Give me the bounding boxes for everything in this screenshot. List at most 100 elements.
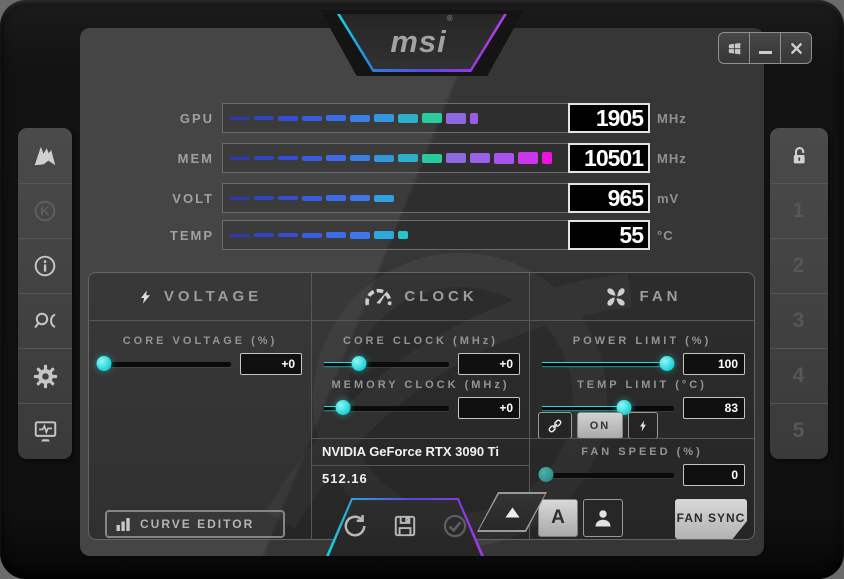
dash-segment	[422, 113, 442, 123]
hardware-monitor-icon	[34, 421, 56, 442]
curve-editor-button[interactable]: CURVE EDITOR	[105, 510, 285, 538]
minimize-button[interactable]	[749, 33, 780, 63]
save-button[interactable]	[392, 513, 418, 539]
dash-segment	[254, 156, 274, 160]
dash-segment	[350, 155, 370, 161]
dash-segment	[350, 195, 370, 201]
profile-slot-2[interactable]: 2	[770, 238, 828, 293]
sidebar-item-kombustor[interactable]: K	[18, 183, 72, 238]
sidebar-item-information[interactable]	[18, 238, 72, 293]
gpu-clock-unit: MHz	[657, 110, 687, 126]
dash-segment	[278, 156, 298, 160]
profile-lock-button[interactable]	[770, 128, 828, 183]
slider-thumb[interactable]	[659, 356, 675, 371]
slider-track	[101, 362, 231, 367]
profile-slot-3[interactable]: 3	[770, 293, 828, 348]
left-sidebar: K	[18, 128, 72, 459]
dash-segment	[254, 116, 274, 120]
memory-clock-label: MEMORY CLOCK (MHz)	[331, 379, 510, 391]
link-on-toggle[interactable]: ON	[577, 412, 623, 439]
link-limits-button[interactable]	[538, 412, 572, 439]
msi-logo-plate: msi®	[340, 14, 504, 69]
slider-fill	[324, 406, 343, 411]
fan-speed-value[interactable]: 0	[683, 464, 745, 486]
footer-action-plate	[329, 500, 481, 556]
clock-section-header: CLOCK	[312, 273, 529, 321]
fan-section-header: FAN	[530, 273, 754, 321]
slider-thumb[interactable]	[351, 356, 367, 371]
power-limit-label: POWER LIMIT (%)	[572, 335, 712, 347]
core-voltage-value[interactable]: +0	[240, 353, 302, 375]
boost-button[interactable]	[628, 412, 658, 439]
reset-button[interactable]	[342, 513, 368, 539]
minimize-icon	[758, 51, 772, 54]
sidebar-item-oc-scanner[interactable]	[18, 293, 72, 348]
volt-value: 965	[568, 183, 650, 213]
sidebar-item-hardware-monitor[interactable]	[18, 403, 72, 458]
sidebar-item-msi-gaming[interactable]	[18, 128, 72, 183]
registered-mark: ®	[446, 13, 454, 23]
fan-speed-slider[interactable]	[538, 465, 674, 485]
slider-thumb[interactable]	[538, 467, 554, 482]
dash-segment	[302, 232, 322, 238]
profile-slot-5[interactable]: 5	[770, 403, 828, 458]
oc-scanner-icon	[33, 312, 56, 329]
profile-2-label: 2	[792, 254, 806, 277]
volt-unit: mV	[657, 190, 680, 206]
dash-segment	[398, 154, 418, 162]
profile-5-label: 5	[792, 419, 806, 442]
dash-segment	[302, 115, 322, 121]
tuning-panel: VOLTAGE CORE VOLTAGE (%) +0 CURVE EDITOR	[88, 272, 755, 540]
sidebar-item-settings[interactable]	[18, 348, 72, 403]
memory-clock-slider[interactable]	[324, 398, 449, 418]
power-limit-slider[interactable]	[542, 354, 675, 374]
volt-activity-bar	[223, 184, 569, 212]
profile-4-label: 4	[792, 364, 806, 387]
fan-user-define-button[interactable]	[583, 499, 623, 537]
gauge-icon	[365, 288, 392, 305]
volt-monitor-box: 965	[222, 183, 650, 213]
core-clock-slider[interactable]	[324, 354, 449, 374]
dash-segment	[470, 153, 490, 163]
fan-speed-label: FAN SPEED (%)	[581, 446, 703, 458]
dash-segment	[446, 153, 466, 163]
slider-thumb[interactable]	[335, 400, 351, 415]
temp-label: TEMP	[169, 227, 214, 243]
power-limit-value[interactable]: 100	[683, 353, 745, 375]
slider-track	[542, 362, 674, 367]
core-voltage-slider[interactable]	[96, 354, 231, 374]
fan-sync-button[interactable]: FAN SYNC	[675, 499, 747, 539]
profile-slot-4[interactable]: 4	[770, 348, 828, 403]
temp-limit-slider[interactable]	[542, 398, 674, 418]
core-clock-value[interactable]: +0	[458, 353, 520, 375]
fan-section: FAN POWER LIMIT (%) 100 TEMP LIMIT (°C) …	[529, 273, 754, 539]
close-icon	[790, 42, 802, 54]
divider	[530, 438, 754, 439]
slider-thumb[interactable]	[616, 400, 632, 415]
slider-thumb[interactable]	[96, 356, 112, 371]
dash-segment	[326, 155, 346, 161]
chain-link-icon	[548, 419, 562, 432]
gpu-name: NVIDIA GeForce RTX 3090 Ti	[322, 444, 500, 459]
svg-text:K: K	[40, 204, 50, 219]
fan-auto-button[interactable]: A	[538, 499, 578, 537]
dash-segment	[326, 232, 346, 238]
dash-segment	[326, 195, 346, 201]
temp-limit-value[interactable]: 83	[683, 397, 745, 419]
dash-segment	[254, 233, 274, 237]
windows-menu-button[interactable]	[719, 33, 749, 63]
user-icon	[595, 510, 611, 527]
dash-segment	[278, 115, 298, 121]
close-button[interactable]	[780, 33, 811, 63]
voltage-section-header: VOLTAGE	[89, 273, 311, 321]
profile-slot-1[interactable]: 1	[770, 183, 828, 238]
dash-segment	[302, 195, 322, 201]
memory-clock-value[interactable]: +0	[458, 397, 520, 419]
apply-button[interactable]	[442, 513, 468, 539]
mem-monitor-box: 10501	[222, 143, 650, 173]
gpu-activity-bar	[223, 104, 569, 132]
temp-limit-label: TEMP LIMIT (°C)	[577, 379, 707, 391]
dash-segment	[470, 112, 478, 124]
dash-segment	[230, 233, 250, 237]
divider	[312, 438, 529, 439]
